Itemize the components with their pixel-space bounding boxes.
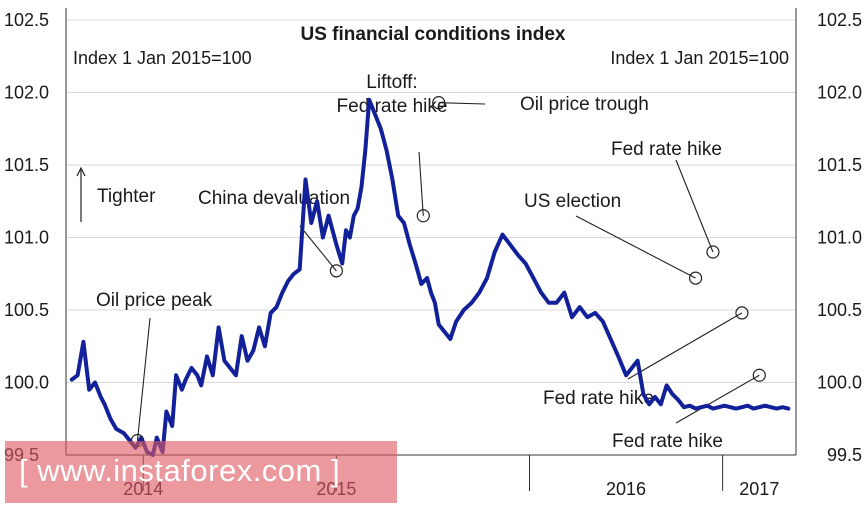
annotation-label: Fed rate hike (543, 388, 654, 409)
annotation-marker (706, 245, 720, 259)
annotation-leader (438, 102, 486, 105)
y-tick-label-right: 100.5 (817, 300, 862, 320)
axes: 102.5 102.5 102.0 102.0 101.5 101.5 101.0 101.0… (4, 8, 862, 499)
y-tick-label-right: 102.5 (817, 10, 862, 30)
annotation-leader (418, 151, 424, 216)
annotation-leader (575, 215, 696, 279)
y-tick-label-left: 101.0 (4, 228, 49, 248)
annotation-leader (675, 374, 760, 424)
series-line (69, 97, 791, 457)
y-tick-label-right: 102.0 (817, 83, 862, 103)
chart-title: US financial conditions index (301, 24, 566, 45)
annotation-label: Fed rate hike (337, 96, 448, 117)
x-tick-label: 2016 (606, 479, 646, 499)
y-tick-label-left: 101.5 (4, 155, 49, 175)
watermark-banner: [ www.instaforex.com ] (5, 441, 397, 503)
arrow-head-icon (76, 166, 86, 177)
annotation-label: Oil price peak (96, 290, 213, 311)
y-tick-label-left: 102.0 (4, 83, 49, 103)
annotation-marker (432, 96, 446, 110)
annotations: Oil price peak China devaluation Liftoff: F… (96, 72, 760, 452)
annotation-marker (688, 271, 703, 285)
annotation-marker (329, 264, 343, 278)
x-tick-label: 2017 (739, 479, 779, 499)
tighter-indicator: Tighter (76, 166, 156, 222)
annotation-markers (130, 96, 766, 448)
annotation-marker (752, 368, 766, 382)
y-tick-label-right: 99.5 (827, 445, 862, 465)
y-tick-label-right: 101.5 (817, 155, 862, 175)
watermark-text: [ www.instaforex.com ] (19, 453, 341, 488)
annotation-leader (299, 225, 337, 272)
annotation-label: Fed rate hike (611, 139, 722, 160)
y-tick-label-left: 102.5 (4, 10, 49, 30)
y-tick-label-right: 101.0 (817, 228, 862, 248)
annotation-marker (416, 209, 430, 223)
annotation-label: Oil price trough (520, 94, 649, 115)
tighter-label: Tighter (97, 186, 156, 207)
y-tick-label-left: 100.0 (4, 373, 49, 393)
annotation-leader (627, 312, 743, 380)
annotation-leader (675, 159, 714, 253)
annotation-label: Liftoff: (366, 72, 417, 93)
y-tick-label-left: 100.5 (4, 300, 49, 320)
y-tick-label-right: 100.0 (817, 373, 862, 393)
subtitle-right: Index 1 Jan 2015=100 (610, 48, 789, 68)
annotation-label: US election (524, 191, 621, 212)
annotation-marker (735, 306, 749, 320)
annotation-leader (136, 317, 151, 441)
annotation-label: Fed rate hike (612, 431, 723, 452)
subtitle-left: Index 1 Jan 2015=100 (73, 48, 252, 68)
annotation-label: China devaluation (198, 188, 350, 209)
